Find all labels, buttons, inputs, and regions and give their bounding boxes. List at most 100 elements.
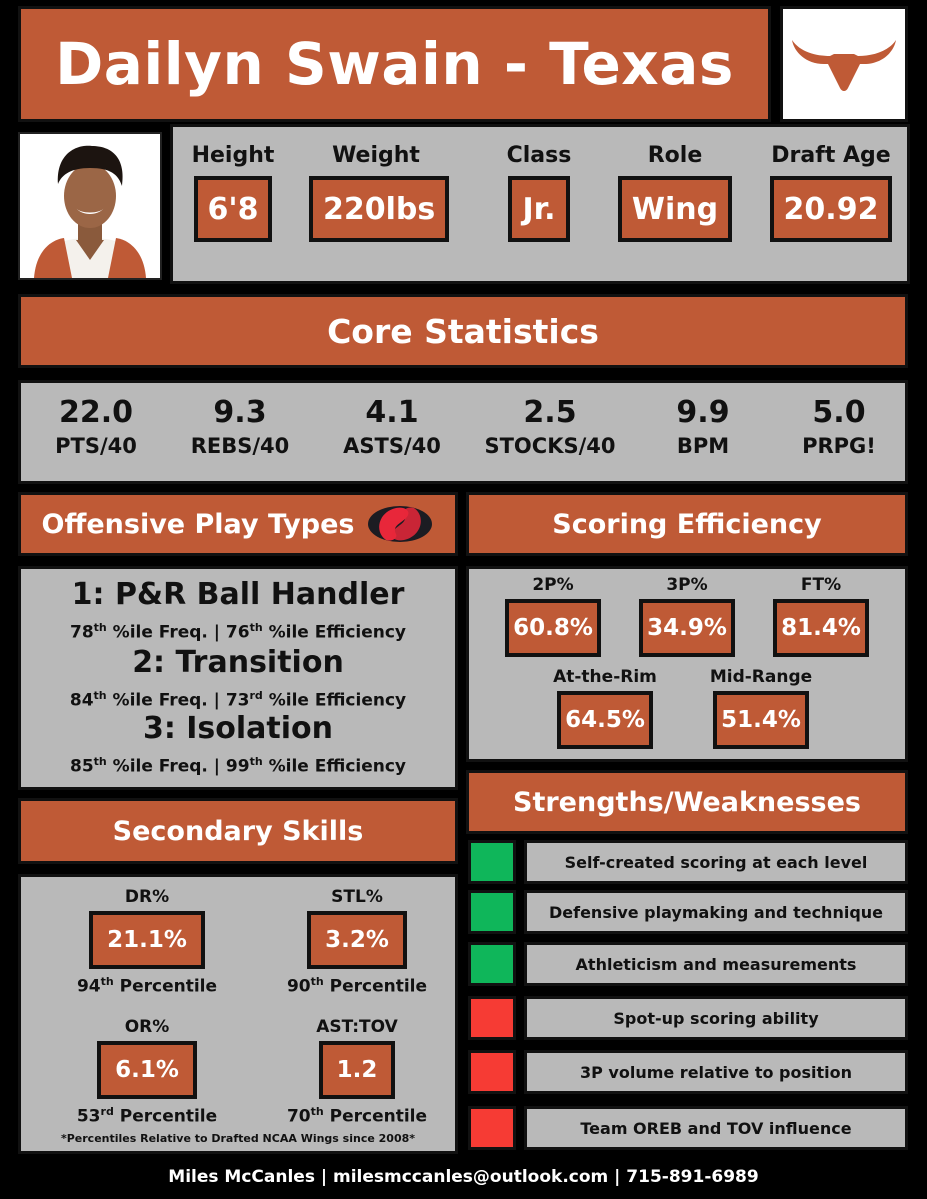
stat-bpm: 9.9 BPM xyxy=(643,395,763,458)
stat-label: REBS/40 xyxy=(190,434,290,458)
section-title: Strengths/Weaknesses xyxy=(513,786,861,818)
stat-label: ASTS/40 xyxy=(343,434,441,458)
stat-prpg: 5.0 PRPG! xyxy=(779,395,899,458)
sec-label: STL% xyxy=(331,887,383,907)
sec-asttov: AST:TOV 1.2 70th Percentile xyxy=(277,1017,437,1127)
play-type-title: 1: P&R Ball Handler xyxy=(71,577,405,612)
sec-percentile: 90th Percentile xyxy=(286,975,428,997)
sec-percentile: 94th Percentile xyxy=(76,975,218,997)
weakness-item: Team OREB and TOV influence xyxy=(524,1106,908,1150)
play-type-title: 3: Isolation xyxy=(142,711,334,746)
play-type-percentiles: 84th %ile Freq. | 73rd %ile Efficiency xyxy=(69,689,407,711)
eff-label: 3P% xyxy=(666,575,708,595)
strength-item: Self-created scoring at each level xyxy=(524,840,908,884)
stat-value: 22.0 xyxy=(58,395,134,430)
stat-label: BPM xyxy=(676,434,730,458)
bio-role: Role Wing xyxy=(617,143,733,242)
eff-2p: 2P% 60.8% xyxy=(505,575,601,657)
stat-label: PRPG! xyxy=(802,434,876,458)
eff-label: 2P% xyxy=(532,575,574,595)
weakness-marker xyxy=(468,1050,516,1094)
weakness-item: 3P volume relative to position xyxy=(524,1050,908,1094)
bio-value: Jr. xyxy=(508,176,570,242)
sec-stl: STL% 3.2% 90th Percentile xyxy=(277,887,437,997)
section-title: Scoring Efficiency xyxy=(552,508,822,540)
strength-marker xyxy=(468,840,516,884)
eff-value: 34.9% xyxy=(639,599,735,657)
stat-label: PTS/40 xyxy=(55,434,137,458)
sec-value: 21.1% xyxy=(89,911,205,969)
scoring-efficiency-panel: 2P% 60.8% 3P% 34.9% FT% 81.4% At-the-Rim… xyxy=(466,566,908,762)
sec-value: 1.2 xyxy=(318,1041,396,1099)
eff-ft: FT% 81.4% xyxy=(773,575,869,657)
eff-rim: At-the-Rim 64.5% xyxy=(549,667,661,749)
stat-pts: 22.0 PTS/40 xyxy=(31,395,161,458)
eff-label: FT% xyxy=(800,575,842,595)
offensive-play-types-header: Offensive Play Types xyxy=(18,492,458,556)
weakness-marker xyxy=(468,1106,516,1150)
bio-value: 20.92 xyxy=(769,176,893,242)
stat-asts: 4.1 ASTS/40 xyxy=(327,395,457,458)
eff-value: 64.5% xyxy=(557,691,653,749)
scoring-efficiency-header: Scoring Efficiency xyxy=(466,492,908,556)
bio-draft-age: Draft Age 20.92 xyxy=(769,143,893,242)
page-title: Dailyn Swain - Texas xyxy=(55,30,734,98)
sec-percentile: 53rd Percentile xyxy=(76,1105,218,1127)
bio-label: Weight xyxy=(332,143,420,168)
bio-weight: Weight 220lbs xyxy=(309,143,450,242)
strengths-weaknesses-header: Strengths/Weaknesses xyxy=(466,770,908,834)
eff-label: At-the-Rim xyxy=(553,667,657,687)
title-banner: Dailyn Swain - Texas xyxy=(18,6,771,122)
bio-label: Draft Age xyxy=(771,143,891,168)
strength-item: Defensive playmaking and technique xyxy=(524,890,908,934)
eff-value: 81.4% xyxy=(773,599,869,657)
section-title: Core Statistics xyxy=(327,311,599,351)
team-logo xyxy=(780,6,908,122)
bio-value: Wing xyxy=(617,176,733,242)
bio-label: Role xyxy=(647,143,703,168)
synergy-logo-icon xyxy=(368,506,433,542)
stat-stocks: 2.5 STOCKS/40 xyxy=(475,395,625,458)
bio-label: Height xyxy=(191,143,275,168)
secondary-skills-header: Secondary Skills xyxy=(18,798,458,864)
stat-label: STOCKS/40 xyxy=(484,434,616,458)
bio-class: Class Jr. xyxy=(491,143,587,242)
strength-marker xyxy=(468,890,516,934)
stat-value: 2.5 xyxy=(523,395,577,430)
bio-panel: Height 6'8 Weight 220lbs Class Jr. Role … xyxy=(170,124,910,284)
sec-value: 6.1% xyxy=(97,1041,197,1099)
eff-value: 60.8% xyxy=(505,599,601,657)
strength-item: Athleticism and measurements xyxy=(524,942,908,986)
stat-value: 5.0 xyxy=(812,395,866,430)
play-type-title: 2: Transition xyxy=(132,645,344,680)
sec-value: 3.2% xyxy=(307,911,407,969)
stat-rebs: 9.3 REBS/40 xyxy=(175,395,305,458)
player-photo xyxy=(18,132,162,280)
eff-value: 51.4% xyxy=(713,691,809,749)
stat-value: 9.3 xyxy=(213,395,267,430)
bio-value: 6'8 xyxy=(193,176,273,242)
strength-marker xyxy=(468,942,516,986)
eff-mid: Mid-Range 51.4% xyxy=(705,667,817,749)
longhorn-logo-icon xyxy=(792,40,896,91)
eff-label: Mid-Range xyxy=(709,667,813,687)
bio-label: Class xyxy=(506,143,572,168)
play-type-percentiles: 78th %ile Freq. | 76th %ile Efficiency xyxy=(69,621,407,643)
secondary-skills-panel: DR% 21.1% 94th Percentile STL% 3.2% 90th… xyxy=(18,874,458,1154)
offensive-play-types-panel: 1: P&R Ball Handler 78th %ile Freq. | 76… xyxy=(18,566,458,790)
core-statistics-header: Core Statistics xyxy=(18,294,908,368)
weakness-item: Spot-up scoring ability xyxy=(524,996,908,1040)
eff-3p: 3P% 34.9% xyxy=(639,575,735,657)
play-type-percentiles: 85th %ile Freq. | 99th %ile Efficiency xyxy=(69,755,407,777)
sec-percentile: 70th Percentile xyxy=(286,1105,428,1127)
sec-label: DR% xyxy=(124,887,170,907)
weakness-marker xyxy=(468,996,516,1040)
core-statistics-panel: 22.0 PTS/40 9.3 REBS/40 4.1 ASTS/40 2.5 … xyxy=(18,380,908,484)
sec-label: AST:TOV xyxy=(316,1017,398,1037)
bio-value: 220lbs xyxy=(309,176,450,242)
percentile-footnote: *Percentiles Relative to Drafted NCAA Wi… xyxy=(60,1132,416,1145)
player-headshot-icon xyxy=(20,134,160,278)
bio-height: Height 6'8 xyxy=(185,143,281,242)
stat-value: 9.9 xyxy=(676,395,730,430)
stat-value: 4.1 xyxy=(365,395,419,430)
